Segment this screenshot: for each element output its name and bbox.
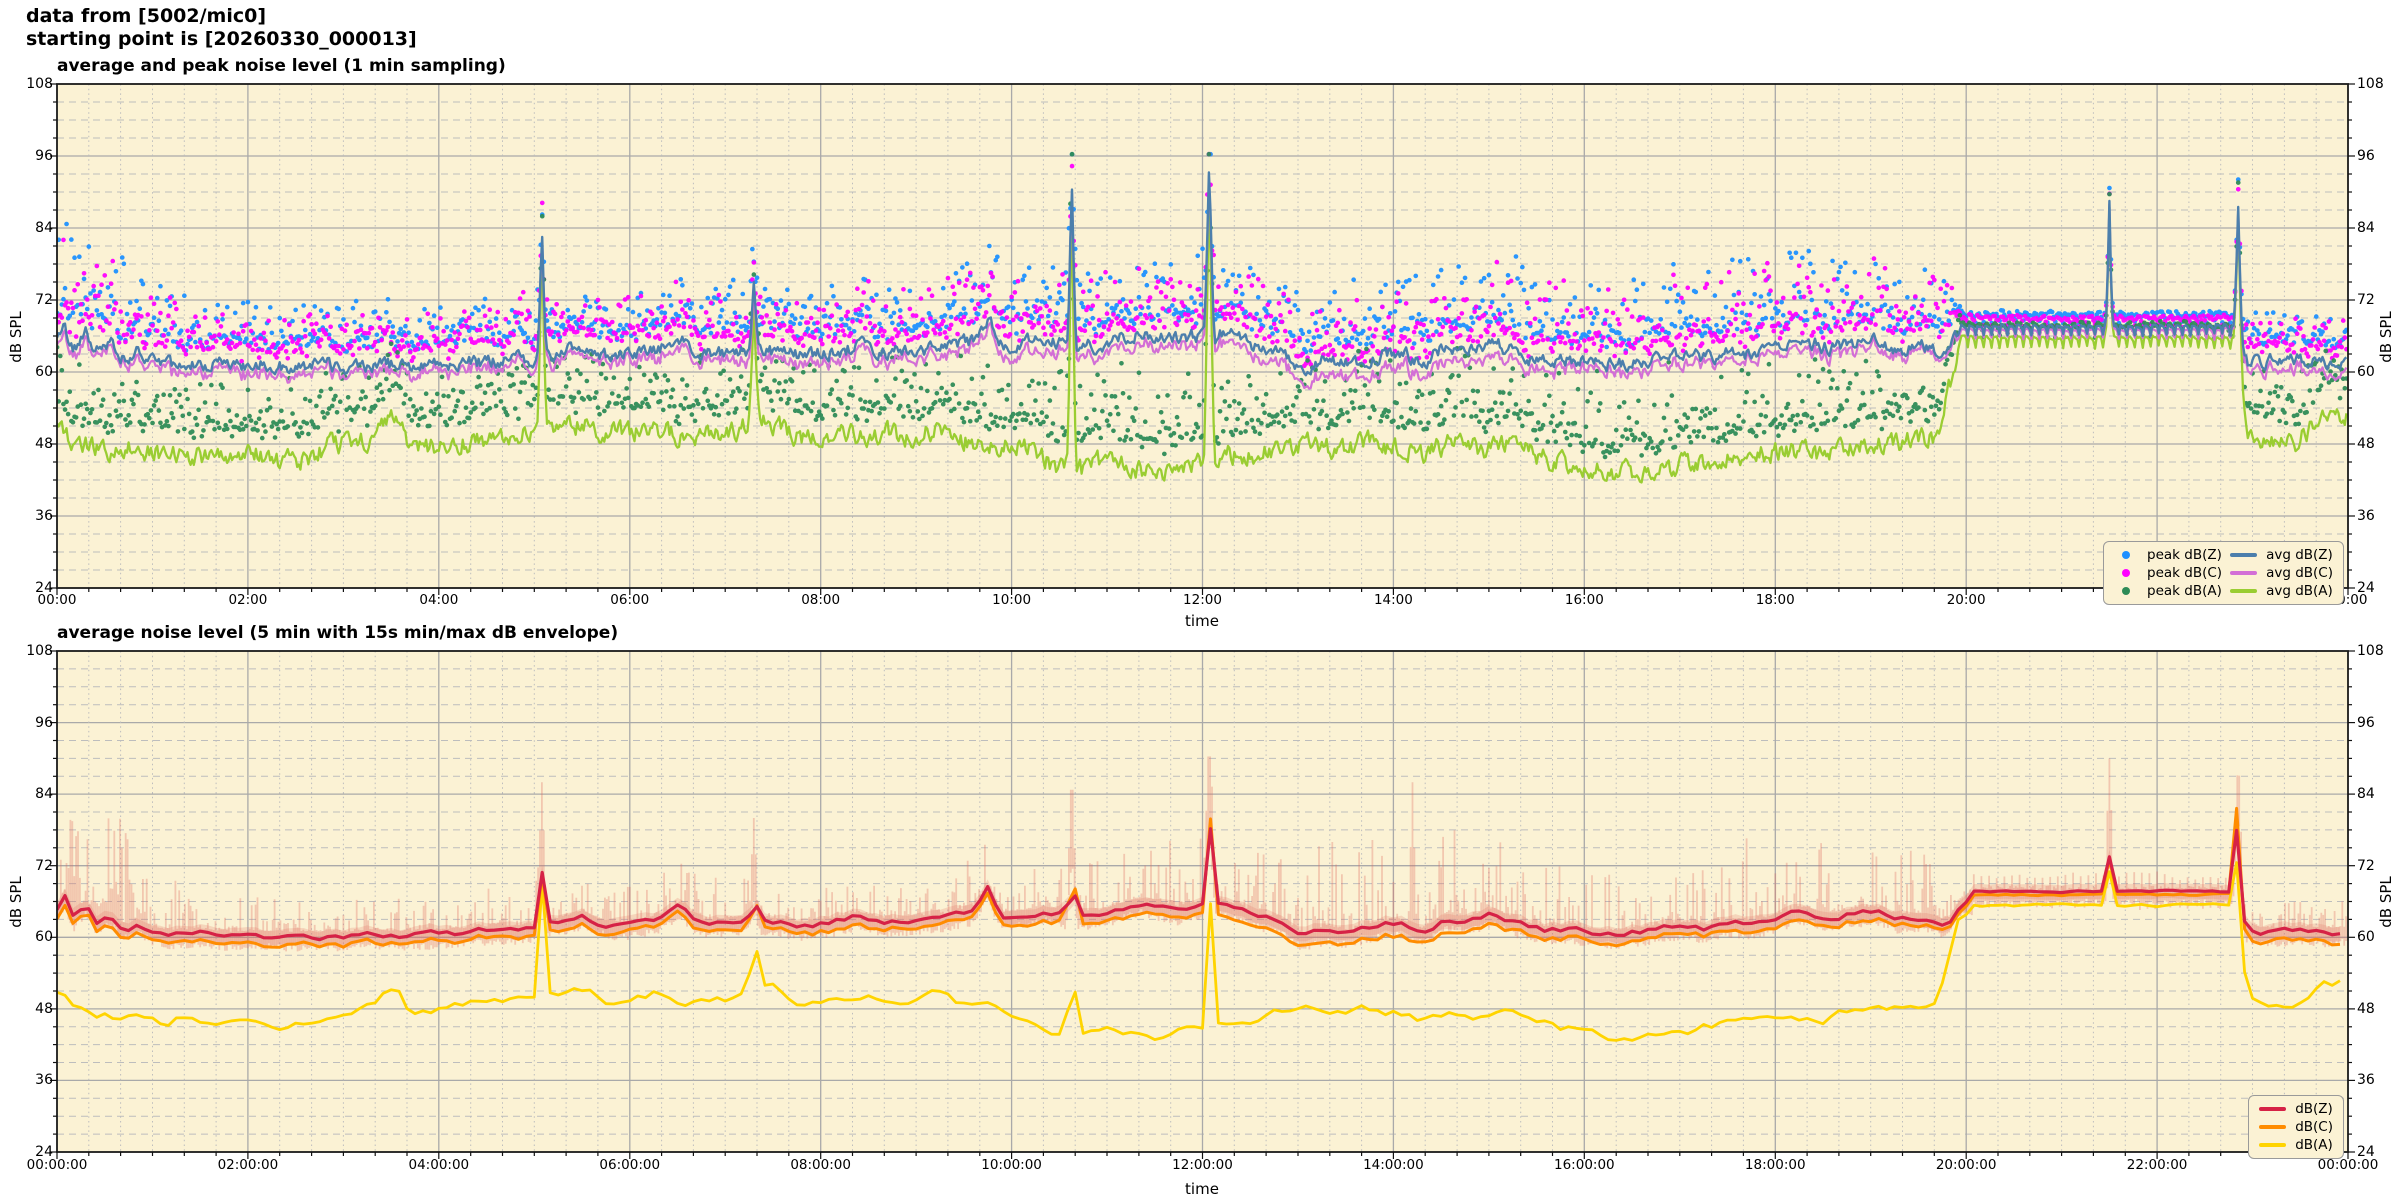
legend-entry-peak-2-marker: [2122, 587, 2131, 595]
legend-entry-avg-0-label: avg dB(Z): [2266, 547, 2333, 563]
y-tick-label: 36: [2357, 508, 2375, 524]
legend-entry-avg-2: avg dB(A): [2230, 583, 2333, 599]
legend-entry-avg-1: avg dB(C): [2230, 565, 2333, 581]
y-tick-label: 84: [2357, 220, 2375, 236]
legend-entry-avg-0: avg dB(Z): [2230, 547, 2333, 563]
y-tick-label: 108: [26, 643, 53, 659]
y-tick-label: 96: [2357, 148, 2375, 164]
legend-entry-peak-2: peak dB(A): [2114, 583, 2222, 599]
y-tick-label: 108: [26, 76, 53, 92]
y-tick-label: 72: [35, 292, 53, 308]
y-tick-label: 84: [35, 786, 53, 803]
legend-entry-peak-1-label: peak dB(C): [2147, 565, 2223, 581]
y-tick-label: 48: [2357, 436, 2375, 452]
legend-entry-db-1-label: dB(C): [2295, 1119, 2333, 1135]
header-line-1: data from [5002/mic0]: [26, 5, 267, 27]
legend-entry-avg-2-label: avg dB(A): [2266, 583, 2333, 599]
x-tick-label: 16:00: [1564, 592, 1604, 608]
legend-entry-avg-1-marker: [2230, 570, 2258, 576]
x-tick-label: 10:00:00: [981, 1157, 1042, 1173]
legend-entry-db-2-label: dB(A): [2295, 1137, 2333, 1153]
x-tick-label: 02:00: [228, 592, 268, 608]
x-tick-label: 20:00:00: [1935, 1157, 1997, 1173]
y-tick-label: 36: [35, 508, 53, 524]
chart-0-title: average and peak noise level (1 min samp…: [57, 56, 506, 76]
x-tick-label: 08:00:00: [790, 1157, 851, 1173]
legend-entry-db-2-marker: [2259, 1142, 2287, 1148]
y-tick-label: 36: [35, 1072, 53, 1089]
legend-entry-avg-1-label: avg dB(C): [2266, 565, 2333, 581]
chart-1-title: average noise level (5 min with 15s min/…: [57, 623, 619, 643]
x-tick-label: 00:00:00: [26, 1157, 88, 1173]
y-tick-label: 96: [2357, 714, 2375, 731]
chart-1-legend: dB(Z) dB(C) dB(A): [2248, 1095, 2344, 1159]
x-tick-label: 12:00:00: [1172, 1157, 1233, 1173]
legend-entry-avg-2-marker: [2230, 588, 2258, 594]
x-tick-label: 02:00:00: [217, 1157, 279, 1173]
y-tick-label: 60: [35, 364, 53, 380]
legend-entry-db-0-label: dB(Z): [2295, 1101, 2333, 1117]
y-tick-label: 96: [35, 148, 53, 164]
x-tick-label: 16:00:00: [1554, 1157, 1615, 1173]
y-tick-label: 24: [2357, 580, 2375, 596]
x-tick-label: 06:00: [610, 592, 650, 608]
x-tick-label: 12:00: [1183, 592, 1222, 608]
legend-entry-peak-0-marker: [2122, 551, 2131, 559]
legend-entry-peak-2-label: peak dB(A): [2147, 583, 2222, 599]
chart-0-xlabel: time: [1185, 612, 1219, 630]
y-tick-label: 48: [2357, 1000, 2375, 1017]
x-tick-label: 14:00: [1373, 592, 1413, 608]
y-tick-label: 72: [2357, 292, 2375, 308]
x-tick-label: 04:00:00: [408, 1157, 470, 1173]
legend-entry-db-2: dB(A): [2259, 1137, 2333, 1153]
y-tick-label: 72: [35, 857, 53, 874]
y-tick-label: 24: [35, 580, 53, 596]
y-tick-label: 24: [2357, 1144, 2375, 1160]
legend-entry-peak-1: peak dB(C): [2114, 565, 2222, 581]
y-tick-label: 84: [2357, 786, 2375, 803]
x-tick-label: 06:00:00: [599, 1157, 661, 1173]
legend-entry-peak-0: peak dB(Z): [2114, 547, 2222, 563]
chart-1-xlabel: time: [1185, 1180, 1219, 1198]
x-tick-label: 18:00: [1755, 592, 1795, 608]
y-tick-label: 96: [35, 714, 53, 731]
x-tick-label: 04:00: [419, 592, 459, 608]
x-tick-label: 00:00: [37, 592, 77, 608]
legend-entry-peak-0-label: peak dB(Z): [2147, 547, 2222, 563]
legend-entry-db-1: dB(C): [2259, 1119, 2333, 1135]
y-tick-label: 48: [35, 1000, 53, 1017]
chart-0-legend: peak dB(Z) avg dB(Z) peak dB(C) avg dB(C) pe…: [2103, 541, 2344, 605]
x-tick-label: 08:00: [801, 592, 841, 608]
y-tick-label: 60: [35, 929, 53, 946]
y-tick-label: 72: [2357, 857, 2375, 874]
legend-entry-avg-0-marker: [2230, 552, 2258, 558]
y-tick-label: 108: [2357, 643, 2384, 659]
y-tick-label: 60: [2357, 364, 2375, 380]
y-tick-label: 84: [35, 220, 53, 236]
legend-entry-db-1-marker: [2259, 1124, 2287, 1130]
x-tick-label: 20:00: [1946, 592, 1986, 608]
y-tick-label: 24: [35, 1144, 53, 1160]
x-tick-label: 18:00:00: [1744, 1157, 1806, 1173]
x-tick-label: 00:00:00: [2317, 1157, 2379, 1173]
x-tick-label: 22:00:00: [2126, 1157, 2188, 1173]
x-tick-label: 14:00:00: [1363, 1157, 1424, 1173]
legend-entry-peak-1-marker: [2122, 569, 2131, 577]
y-tick-label: 36: [2357, 1072, 2375, 1089]
y-tick-label: 108: [2357, 76, 2384, 92]
header-line-2: starting point is [20260330_000013]: [26, 28, 417, 50]
legend-entry-db-0-marker: [2259, 1106, 2287, 1112]
legend-entry-db-0: dB(Z): [2259, 1101, 2333, 1117]
y-tick-label: 48: [35, 436, 53, 452]
x-tick-label: 10:00: [992, 592, 1032, 608]
y-tick-label: 60: [2357, 929, 2375, 946]
